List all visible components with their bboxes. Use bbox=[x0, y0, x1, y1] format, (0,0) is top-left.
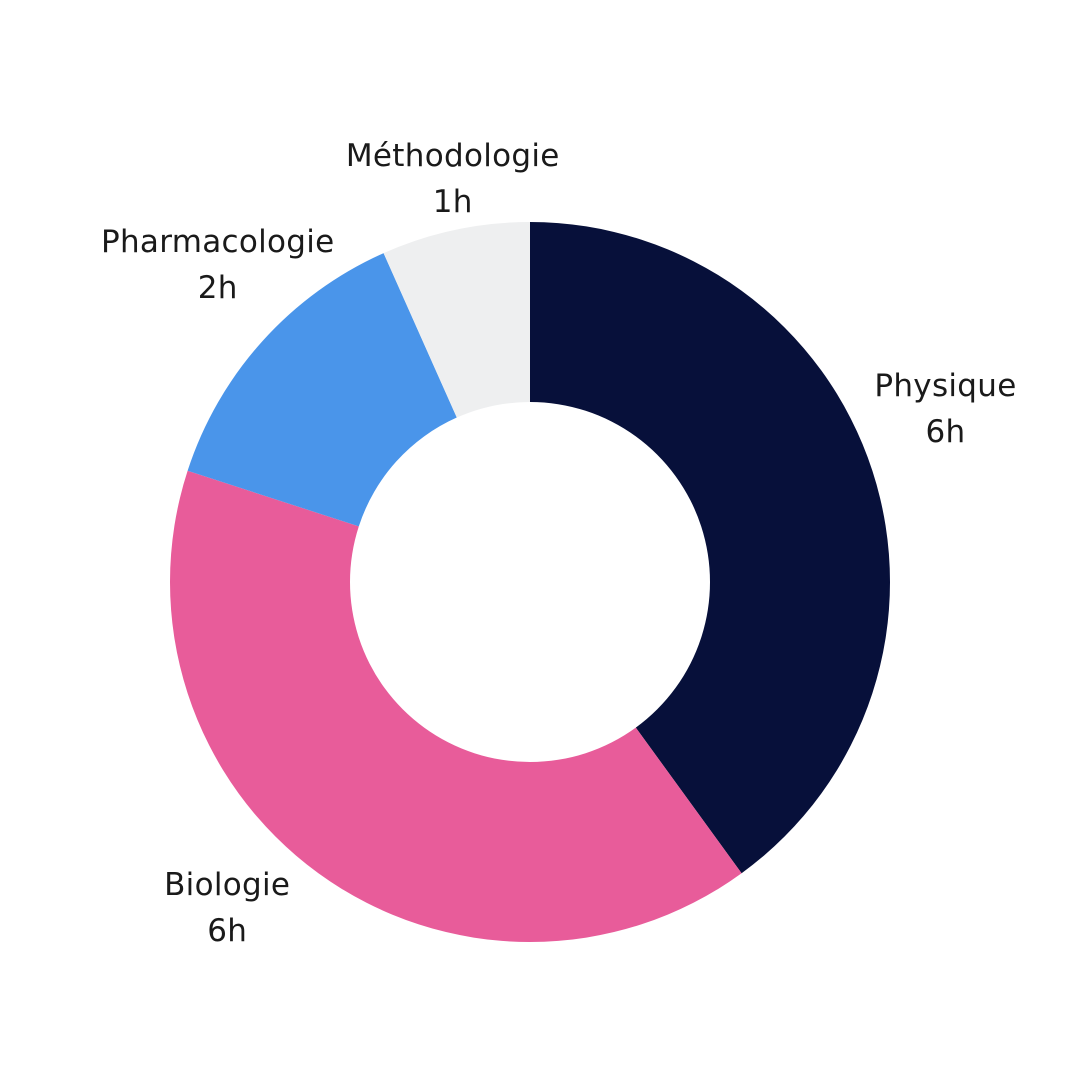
slice-label-biologie: Biologie 6h bbox=[164, 862, 290, 954]
slice-name-physique: Physique bbox=[874, 368, 1017, 405]
slice-label-pharmacologie: Pharmacologie 2h bbox=[101, 219, 335, 311]
slice-name-pharmacologie: Pharmacologie bbox=[100, 223, 335, 260]
slice-label-methodologie: Méthodologie 1h bbox=[346, 133, 560, 225]
slice-value-methodologie: 1h bbox=[432, 184, 473, 221]
donut-slice-physique bbox=[530, 222, 890, 874]
slice-value-biologie: 6h bbox=[207, 913, 248, 950]
donut-slice-methodologie bbox=[383, 222, 530, 418]
slice-label-physique: Physique 6h bbox=[874, 363, 1016, 455]
donut-slice-pharmacologie bbox=[187, 253, 457, 527]
donut-slice-biologie bbox=[169, 470, 742, 942]
slice-value-pharmacologie: 2h bbox=[197, 269, 238, 306]
slice-name-biologie: Biologie bbox=[164, 867, 291, 904]
slice-value-physique: 6h bbox=[925, 414, 966, 451]
slice-name-methodologie: Méthodologie bbox=[345, 138, 560, 175]
